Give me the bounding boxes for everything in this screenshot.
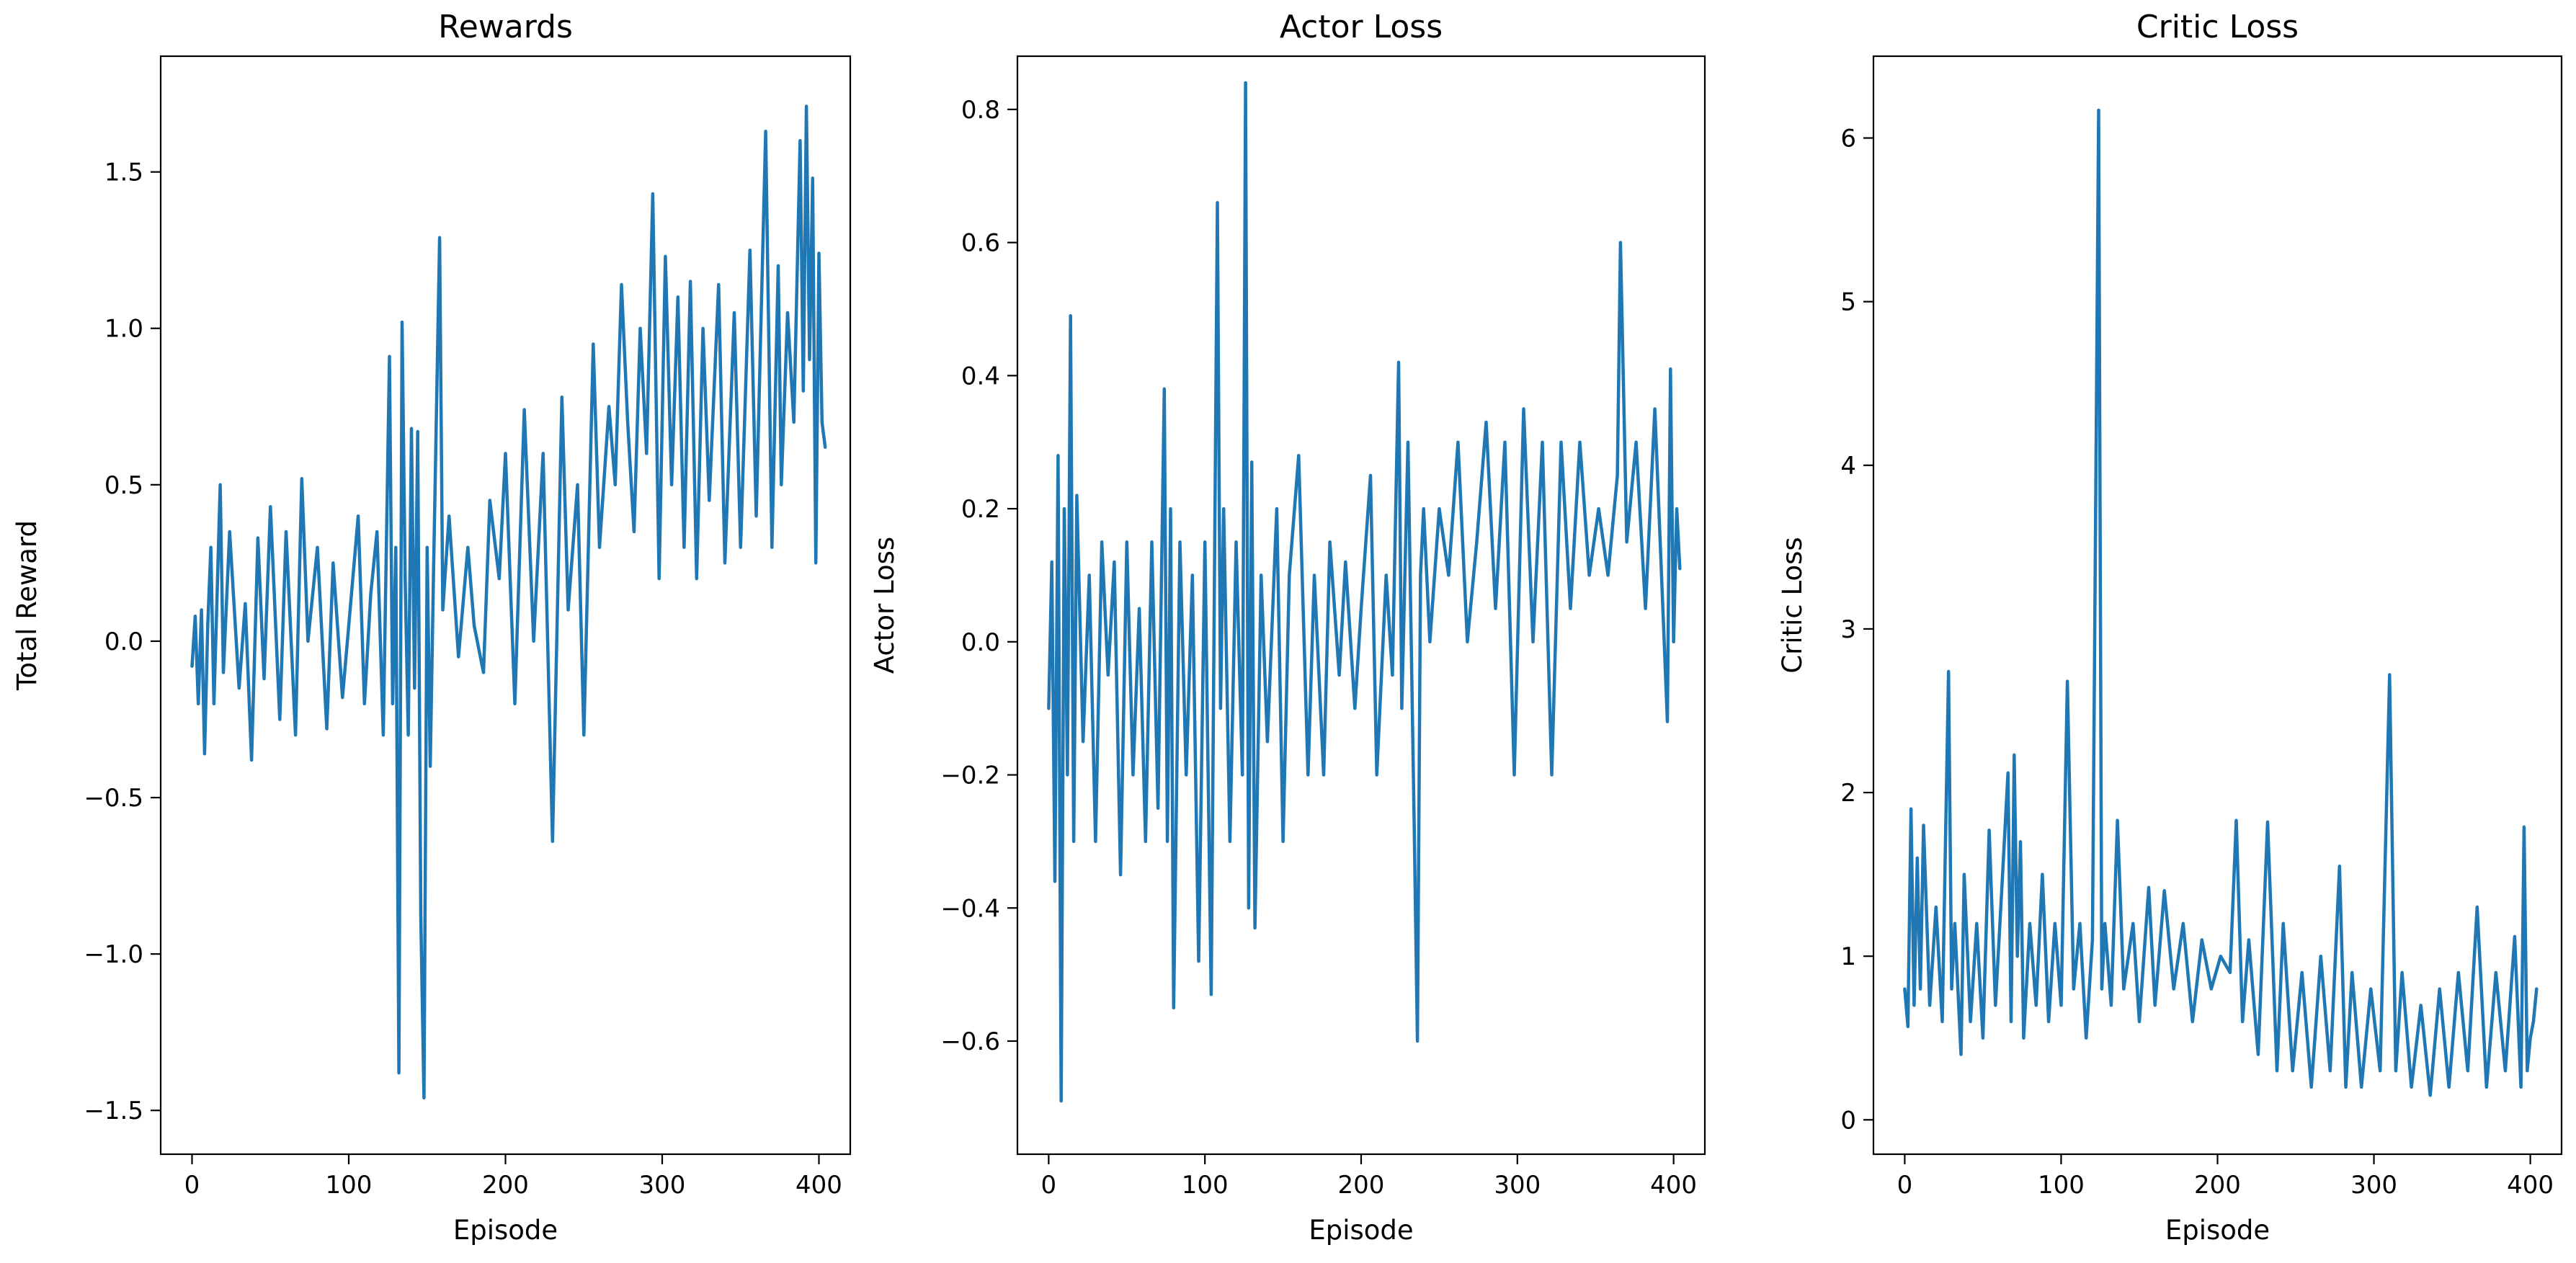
rewards-y-axis-label: Total Reward [12, 520, 43, 691]
critic-loss-y-tick-label: 3 [1840, 615, 1856, 644]
rewards-x-axis-label: Episode [453, 1215, 558, 1246]
rewards-y-tick-label: 1.5 [104, 159, 143, 187]
rewards-y-tick-label: 0.5 [104, 471, 143, 500]
actor-loss-y-tick-label: −0.2 [940, 762, 1000, 790]
critic-loss-y-axis-label: Critic Loss [1777, 537, 1808, 673]
actor-loss-y-tick-label: 0.6 [961, 229, 1000, 258]
critic-loss-y-tick-label: 0 [1840, 1106, 1856, 1135]
critic-loss-x-tick-label: 0 [1897, 1171, 1913, 1200]
rewards-x-tick-label: 400 [795, 1171, 842, 1200]
actor-loss-title: Actor Loss [1280, 9, 1443, 45]
rewards-y-tick-label: −1.0 [84, 940, 143, 969]
actor-loss-y-tick-label: −0.4 [940, 894, 1000, 923]
rewards-title: Rewards [438, 9, 573, 45]
rewards-y-tick-label: 1.0 [104, 315, 143, 344]
actor-loss-y-axis-label: Actor Loss [869, 537, 900, 674]
rewards-y-tick-label: −1.5 [84, 1097, 143, 1125]
actor-loss-y-tick-label: 0.8 [961, 96, 1000, 125]
actor-loss-y-tick-label: 0.4 [961, 362, 1000, 390]
critic-loss-x-axis-label: Episode [2165, 1215, 2270, 1246]
actor-loss-y-tick-label: 0.2 [961, 495, 1000, 524]
critic-loss-plot-area: 0 100 200 300 400 0 1 2 3 4 5 6 [1840, 55, 2563, 1200]
critic-loss-x-tick-label: 400 [2507, 1171, 2554, 1200]
rewards-x-tick-label: 0 [184, 1171, 200, 1200]
actor-loss-x-tick-label: 400 [1650, 1171, 1697, 1200]
actor-loss-x-tick-label: 0 [1041, 1171, 1057, 1200]
rewards-plot-area: 0 100 200 300 400 −1.5 −1.0 −0.5 0.0 0.5 1.0 1.5 [84, 55, 852, 1200]
critic-loss-series-line-0 [1903, 108, 2539, 1097]
subplot-critic-loss: 0 100 200 300 400 0 1 2 3 4 5 6 Critic Loss Episode… [1777, 9, 2563, 1246]
rewards-x-tick-label: 300 [639, 1171, 686, 1200]
rewards-x-tick-label: 100 [326, 1171, 373, 1200]
actor-loss-plot-area: 0 100 200 300 400 −0.6 −0.4 −0.2 0.0 0.2 0.4 0.6 0.8 [940, 55, 1706, 1200]
critic-loss-title: Critic Loss [2136, 9, 2299, 45]
critic-loss-x-tick-label: 100 [2038, 1171, 2085, 1200]
actor-loss-series-line-0 [1047, 81, 1682, 1103]
subplot-actor-loss: 0 100 200 300 400 −0.6 −0.4 −0.2 0.0 0.2 0.4 0.6 0.8… [869, 9, 1706, 1246]
actor-loss-x-tick-label: 300 [1494, 1171, 1541, 1200]
rewards-x-tick-label: 200 [482, 1171, 529, 1200]
subplot-rewards: 0 100 200 300 400 −1.5 −1.0 −0.5 0.0 0.5 1.0 1.5 Re… [12, 9, 852, 1246]
critic-loss-y-tick-label: 5 [1840, 288, 1856, 317]
actor-loss-x-tick-label: 200 [1338, 1171, 1385, 1200]
actor-loss-x-axis-label: Episode [1309, 1215, 1413, 1246]
actor-loss-y-tick-label: −0.6 [940, 1027, 1000, 1056]
rewards-series-line-0 [190, 104, 827, 1100]
critic-loss-x-tick-label: 300 [2350, 1171, 2397, 1200]
critic-loss-y-tick-label: 6 [1840, 125, 1856, 153]
rewards-y-tick-label: −0.5 [84, 784, 143, 813]
rewards-y-tick-label: 0.0 [104, 628, 143, 656]
actor-loss-x-tick-label: 100 [1182, 1171, 1229, 1200]
actor-loss-y-tick-label: 0.0 [961, 628, 1000, 657]
critic-loss-y-tick-label: 4 [1840, 452, 1856, 481]
critic-loss-x-tick-label: 200 [2194, 1171, 2241, 1200]
critic-loss-y-tick-label: 2 [1840, 779, 1856, 808]
critic-loss-y-tick-label: 1 [1840, 942, 1856, 971]
